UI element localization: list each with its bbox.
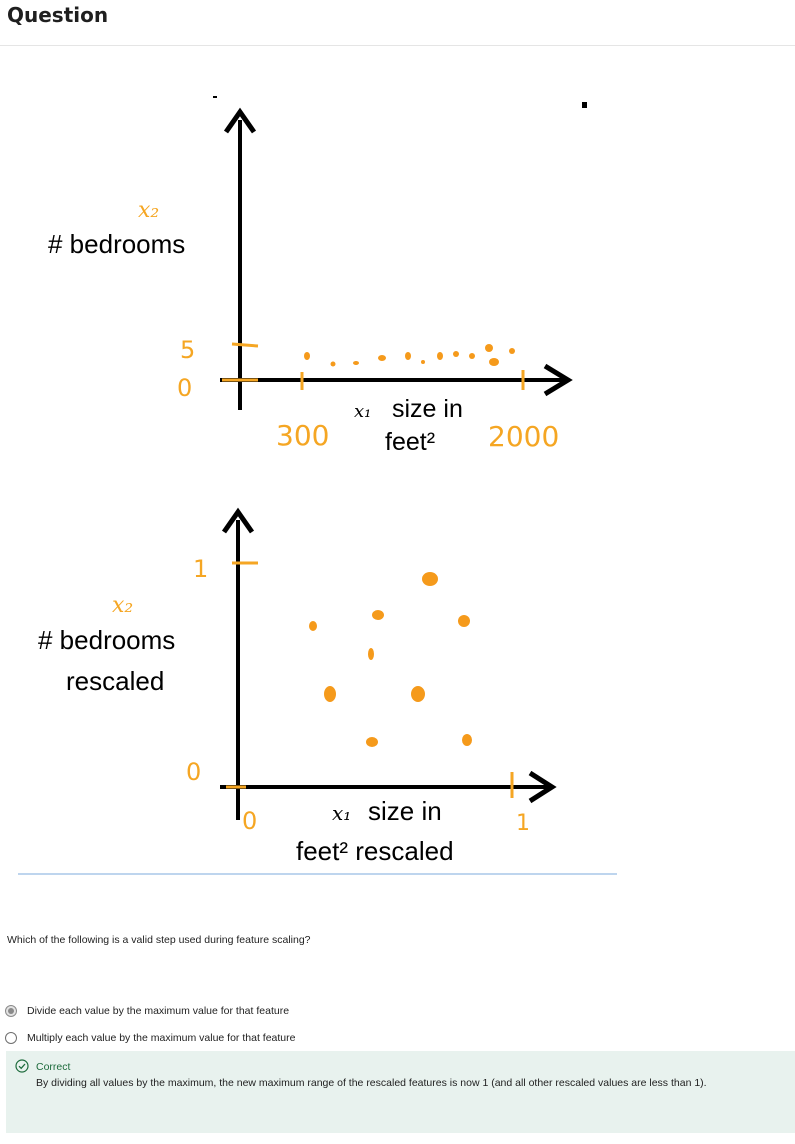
top-x-min-label: 300 [276,419,329,452]
figure-svg: x₂ # bedrooms 5 0 300 x₁ size in feet² 2… [18,96,617,875]
bottom-data-point [411,686,425,702]
top-y-max-tick-mark [231,342,259,348]
answer-option-1[interactable]: Divide each value by the maximum value f… [5,997,295,1024]
top-y-label: # bedrooms [48,229,185,259]
bottom-y-variable: x₂ [112,593,133,618]
bottom-data-points [309,572,472,747]
top-x-arrowhead [543,363,573,397]
top-data-point [469,353,475,359]
bottom-data-point [372,610,384,620]
top-data-point [421,360,425,364]
bottom-data-point [366,737,378,747]
top-x-label-line1: size in [392,395,463,423]
top-x-max-label: 2000 [488,420,559,453]
bottom-y-label-line1: # bedrooms [38,625,175,655]
top-y-max-label: 5 [180,336,195,364]
radio-button-selected[interactable] [5,1004,17,1017]
radio-dot [8,1007,14,1014]
top-x-label-line2: feet² [385,428,435,456]
bottom-x-label-line2: feet² rescaled [296,836,454,866]
top-data-point [405,352,411,360]
bottom-data-point [462,734,472,746]
bottom-data-point [422,572,438,586]
top-data-point [489,358,499,366]
top-data-point [485,344,493,352]
question-header: Question [0,0,795,46]
artifact-mark [213,96,217,98]
top-data-point [453,351,459,357]
check-circle-icon [15,1059,29,1073]
top-plot: x₂ # bedrooms 5 0 300 x₁ size in feet² 2… [48,96,587,456]
top-data-point [378,355,386,361]
page-title: Question [7,3,109,27]
question-text: Which of the following is a valid step u… [7,934,311,946]
bottom-x-variable: x₁ [332,801,351,825]
top-y-min-label: 0 [177,374,192,402]
bottom-x-label-line1: size in [368,796,442,826]
feedback-status: Correct [36,1061,71,1073]
bottom-data-point [324,686,336,702]
top-y-arrowhead [223,107,257,134]
bottom-plot: 1 x₂ # bedrooms rescaled 0 0 x₁ size in … [38,507,557,866]
top-data-point [353,361,359,365]
feedback-text: By dividing all values by the maximum, t… [36,1077,707,1089]
artifact-mark [582,102,587,108]
top-data-point [330,361,336,367]
top-data-point [437,352,443,360]
bottom-y-arrowhead [221,507,255,534]
top-data-point [304,352,310,360]
feature-scaling-figure: x₂ # bedrooms 5 0 300 x₁ size in feet² 2… [0,60,795,880]
top-data-points [304,344,515,367]
answer-option-label: Divide each value by the maximum value f… [27,1004,290,1017]
bottom-x-arrowhead [528,770,557,804]
bottom-data-point [309,621,317,631]
bottom-y-max-label: 1 [193,555,208,583]
radio-button[interactable] [5,1031,17,1044]
bottom-data-point [458,615,470,627]
answer-options: Divide each value by the maximum value f… [5,997,295,1051]
top-y-variable: x₂ [138,198,159,223]
top-x-variable: x₁ [354,401,371,422]
bottom-y-label-line2: rescaled [66,666,164,696]
feedback-panel: Correct By dividing all values by the ma… [6,1051,795,1133]
answer-option-label: Multiply each value by the maximum value… [27,1031,296,1044]
bottom-x-min-label: 0 [242,807,257,835]
answer-option-2[interactable]: Multiply each value by the maximum value… [5,1024,295,1051]
bottom-y-min-label: 0 [186,758,201,786]
bottom-x-max-label: 1 [516,811,530,836]
bottom-data-point [368,648,374,660]
top-data-point [509,348,515,354]
